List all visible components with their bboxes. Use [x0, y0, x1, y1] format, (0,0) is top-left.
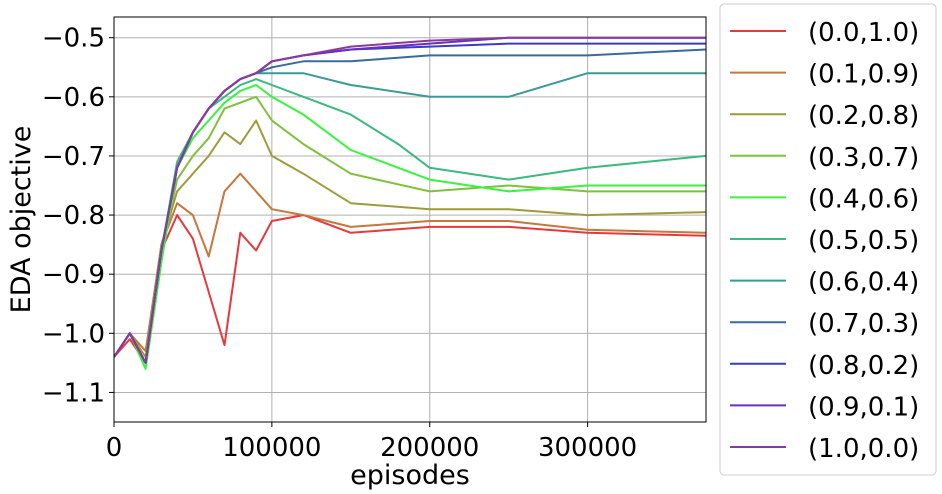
- x-axis-title: episodes: [350, 460, 470, 491]
- series-line-9: [114, 36, 706, 364]
- series-line-4: [114, 84, 706, 370]
- y-tick-label: −0.9: [42, 260, 105, 290]
- y-tick-label: −0.7: [42, 142, 105, 172]
- legend-label-5: (0.5,0.5): [808, 226, 919, 256]
- series-lines: [114, 36, 706, 370]
- y-tick-label: −0.8: [42, 201, 105, 231]
- legend-label-6: (0.6,0.4): [808, 268, 919, 298]
- grid-lines: [113, 17, 706, 422]
- y-axis-title: EDA objective: [6, 126, 37, 314]
- legend-label-8: (0.8,0.2): [808, 351, 919, 381]
- legend-label-0: (0.0,1.0): [808, 18, 919, 48]
- x-axis-ticks: 0 100000 200000 300000: [106, 422, 637, 463]
- series-line-5: [114, 78, 706, 364]
- y-tick-label: −1.1: [42, 378, 105, 408]
- y-tick-label: −1.0: [42, 319, 105, 349]
- legend-label-7: (0.7,0.3): [808, 309, 919, 339]
- x-tick-label: 200000: [380, 433, 479, 463]
- legend: (0.0,1.0) (0.1,0.9) (0.2,0.8) (0.3,0.7) (0.4…: [719, 3, 937, 476]
- legend-frame: [719, 3, 937, 476]
- plot-frame: [113, 16, 707, 423]
- series-line-1: [114, 172, 706, 358]
- legend-label-4: (0.4,0.6): [808, 184, 919, 214]
- y-tick-label: −0.5: [42, 24, 105, 54]
- y-axis-ticks: −1.1 −1.0 −0.9 −0.8 −0.7 −0.6 −0.5: [42, 24, 114, 408]
- x-tick-label: 100000: [222, 433, 321, 463]
- series-line-0: [114, 214, 706, 364]
- legend-label-1: (0.1,0.9): [808, 60, 919, 90]
- series-line-10: [114, 36, 706, 364]
- legend-label-10: (1.0,0.0): [808, 434, 919, 464]
- x-tick-label: 0: [106, 433, 123, 463]
- legend-label-3: (0.3,0.7): [808, 143, 919, 173]
- series-line-8: [114, 42, 706, 364]
- legend-label-9: (0.9,0.1): [808, 392, 919, 422]
- x-tick-label: 300000: [538, 433, 637, 463]
- y-tick-label: −0.6: [42, 83, 105, 113]
- legend-label-2: (0.2,0.8): [808, 101, 919, 131]
